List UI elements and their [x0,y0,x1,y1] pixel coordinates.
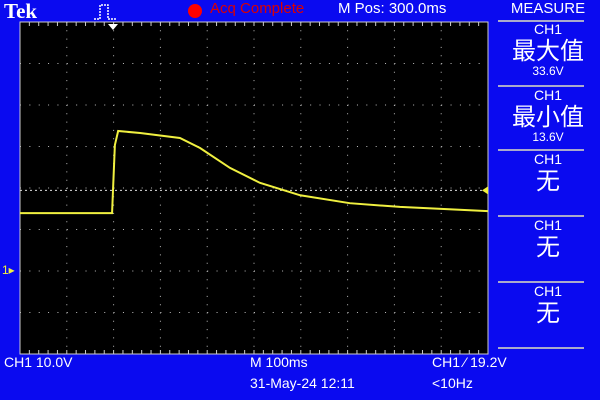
measure-separator [498,85,584,87]
measure-channel: CH1 [533,87,562,103]
measure-channel: CH1 [533,151,562,167]
brand-logo: Tek [4,0,38,23]
measure-item[interactable]: CH1 最大值 33.6V [496,22,600,78]
timebase: M 100ms [250,354,308,370]
measure-type: 最大值 [512,37,584,65]
trigger-setting: CH1 ⁄ 19.2V [432,354,507,370]
ch1-ground-marker: 1▸ [2,263,15,277]
measure-channel: CH1 [533,217,562,233]
measure-value: 13.6V [532,130,564,144]
measure-type: 无 [536,167,560,195]
measure-separator [498,149,584,151]
measure-separator [498,281,584,283]
ch1-scale: CH1 10.0V [4,354,73,370]
ch1-trace [19,129,488,215]
measure-item[interactable]: CH1 无 [496,151,600,196]
measure-item[interactable]: CH1 无 [496,217,600,262]
trigger-level-marker [482,186,488,195]
measure-type: 无 [536,299,560,327]
measure-value: 33.6V [532,64,564,78]
pulse-trigger-icon [94,4,116,20]
acquisition-status: Acq Complete [210,0,305,17]
measure-item[interactable]: CH1 无 [496,283,600,328]
measure-title: MEASURE [510,0,586,17]
datetime: 31-May-24 12:11 [250,375,355,391]
measure-type: 最小值 [512,103,584,131]
trigger-frequency: <10Hz [432,375,473,391]
measure-channel: CH1 [533,283,562,299]
measure-separator [498,215,584,217]
waveform-display: 1▸ [2,21,489,355]
measure-channel: CH1 [533,21,562,37]
measure-type: 无 [536,233,560,261]
trigger-position-marker [108,24,118,30]
acquisition-status-icon [188,4,202,18]
measure-item[interactable]: CH1 最小值 13.6V [496,88,600,144]
horizontal-position: M Pos: 300.0ms [338,0,447,17]
